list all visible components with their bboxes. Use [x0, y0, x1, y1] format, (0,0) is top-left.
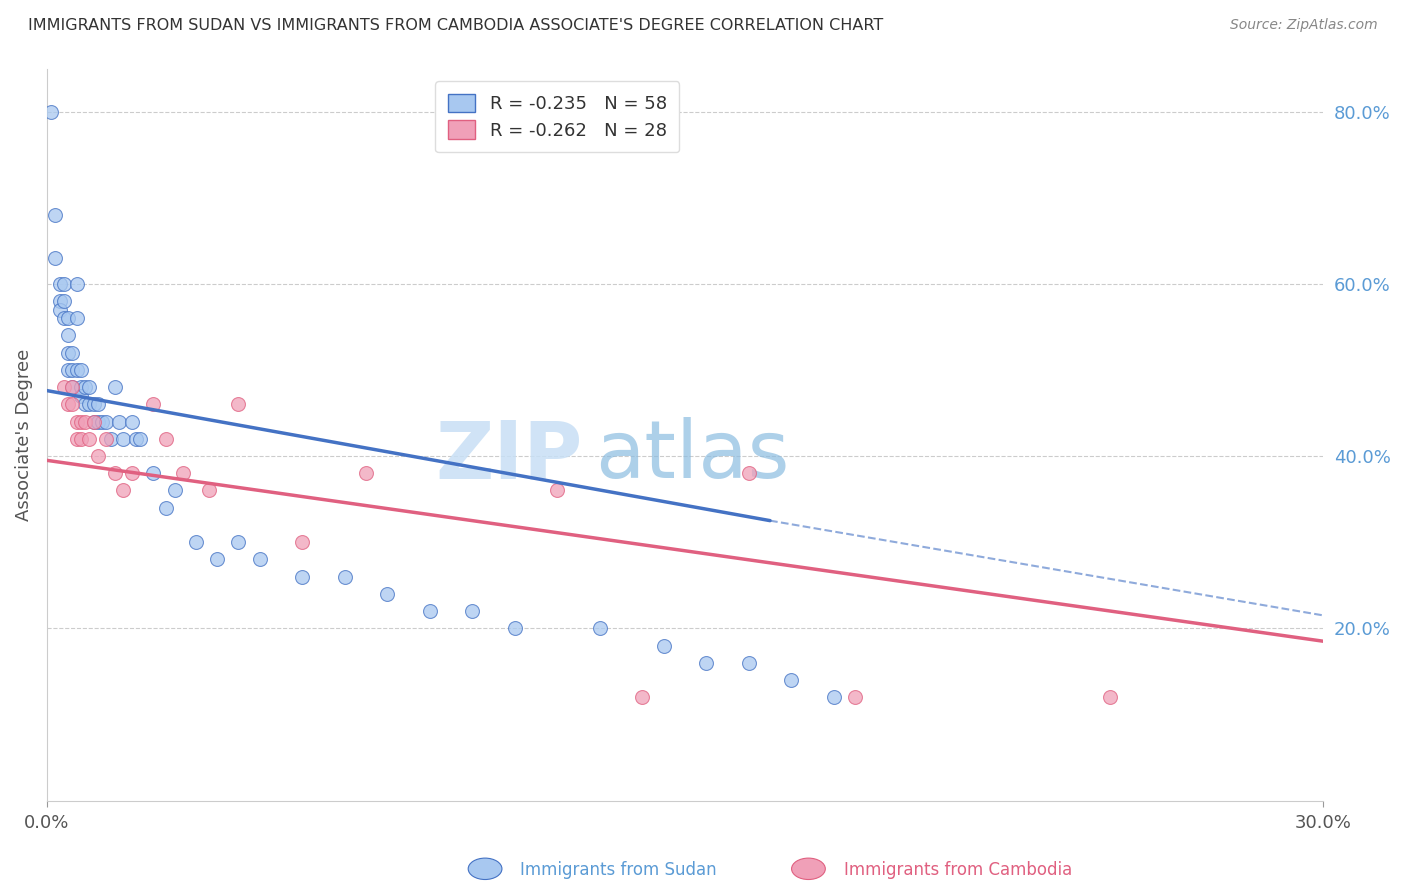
Point — [155, 500, 177, 515]
Point — [823, 690, 845, 705]
Text: ZIP: ZIP — [436, 417, 583, 495]
Point — [121, 415, 143, 429]
Point — [44, 208, 66, 222]
Point — [129, 432, 152, 446]
Point — [66, 277, 89, 291]
Point — [631, 690, 654, 705]
Point — [503, 621, 526, 635]
Point — [96, 432, 118, 446]
Point — [375, 587, 398, 601]
Point — [104, 380, 127, 394]
Point — [155, 432, 177, 446]
Point — [79, 397, 101, 411]
Point — [56, 328, 79, 343]
Text: atlas: atlas — [596, 417, 790, 495]
Point — [172, 467, 194, 481]
Point — [291, 569, 314, 583]
Text: IMMIGRANTS FROM SUDAN VS IMMIGRANTS FROM CAMBODIA ASSOCIATE'S DEGREE CORRELATION: IMMIGRANTS FROM SUDAN VS IMMIGRANTS FROM… — [28, 18, 883, 33]
Point — [87, 397, 110, 411]
Point — [652, 639, 675, 653]
Point — [163, 483, 186, 498]
Point — [226, 397, 249, 411]
Point — [108, 415, 131, 429]
Point — [738, 467, 761, 481]
Point — [48, 277, 70, 291]
Point — [70, 389, 93, 403]
Point — [142, 467, 165, 481]
Point — [91, 415, 114, 429]
Point — [333, 569, 356, 583]
Point — [695, 656, 717, 670]
Point — [52, 311, 75, 326]
Point — [291, 535, 314, 549]
Point — [125, 432, 148, 446]
Point — [87, 449, 110, 463]
Point — [205, 552, 228, 566]
Point — [62, 363, 84, 377]
Text: Source: ZipAtlas.com: Source: ZipAtlas.com — [1230, 18, 1378, 32]
Point — [56, 345, 79, 359]
Point — [62, 397, 84, 411]
Y-axis label: Associate's Degree: Associate's Degree — [15, 349, 32, 521]
Point — [546, 483, 568, 498]
Point — [75, 397, 97, 411]
Point — [780, 673, 803, 687]
Point — [70, 380, 93, 394]
Point — [96, 415, 118, 429]
Point — [39, 104, 62, 119]
Point — [52, 380, 75, 394]
Point — [83, 415, 105, 429]
Point — [79, 432, 101, 446]
Point — [52, 277, 75, 291]
Text: Immigrants from Sudan: Immigrants from Sudan — [520, 861, 717, 879]
Point — [226, 535, 249, 549]
Point — [249, 552, 271, 566]
Point — [70, 363, 93, 377]
Point — [62, 345, 84, 359]
Point — [844, 690, 866, 705]
Point — [100, 432, 122, 446]
Point — [738, 656, 761, 670]
Point — [354, 467, 377, 481]
Point — [44, 251, 66, 265]
Point — [56, 397, 79, 411]
Point — [121, 467, 143, 481]
Point — [75, 380, 97, 394]
Point — [48, 302, 70, 317]
Point — [66, 311, 89, 326]
Point — [62, 380, 84, 394]
Point — [66, 415, 89, 429]
Point — [112, 483, 135, 498]
Point — [184, 535, 207, 549]
Point — [48, 293, 70, 308]
Point — [66, 432, 89, 446]
Point — [104, 467, 127, 481]
Point — [70, 415, 93, 429]
Point — [75, 415, 97, 429]
Point — [62, 380, 84, 394]
Point — [52, 293, 75, 308]
Point — [197, 483, 219, 498]
Point — [87, 415, 110, 429]
Point — [112, 432, 135, 446]
Point — [83, 397, 105, 411]
Point — [70, 432, 93, 446]
Point — [142, 397, 165, 411]
Point — [56, 363, 79, 377]
Point — [1099, 690, 1122, 705]
Point — [56, 311, 79, 326]
Text: Immigrants from Cambodia: Immigrants from Cambodia — [844, 861, 1071, 879]
Legend: R = -0.235   N = 58, R = -0.262   N = 28: R = -0.235 N = 58, R = -0.262 N = 28 — [436, 81, 679, 153]
Point — [83, 415, 105, 429]
Point — [461, 604, 484, 618]
Point — [419, 604, 441, 618]
Point — [589, 621, 612, 635]
Point — [79, 380, 101, 394]
Point — [66, 363, 89, 377]
